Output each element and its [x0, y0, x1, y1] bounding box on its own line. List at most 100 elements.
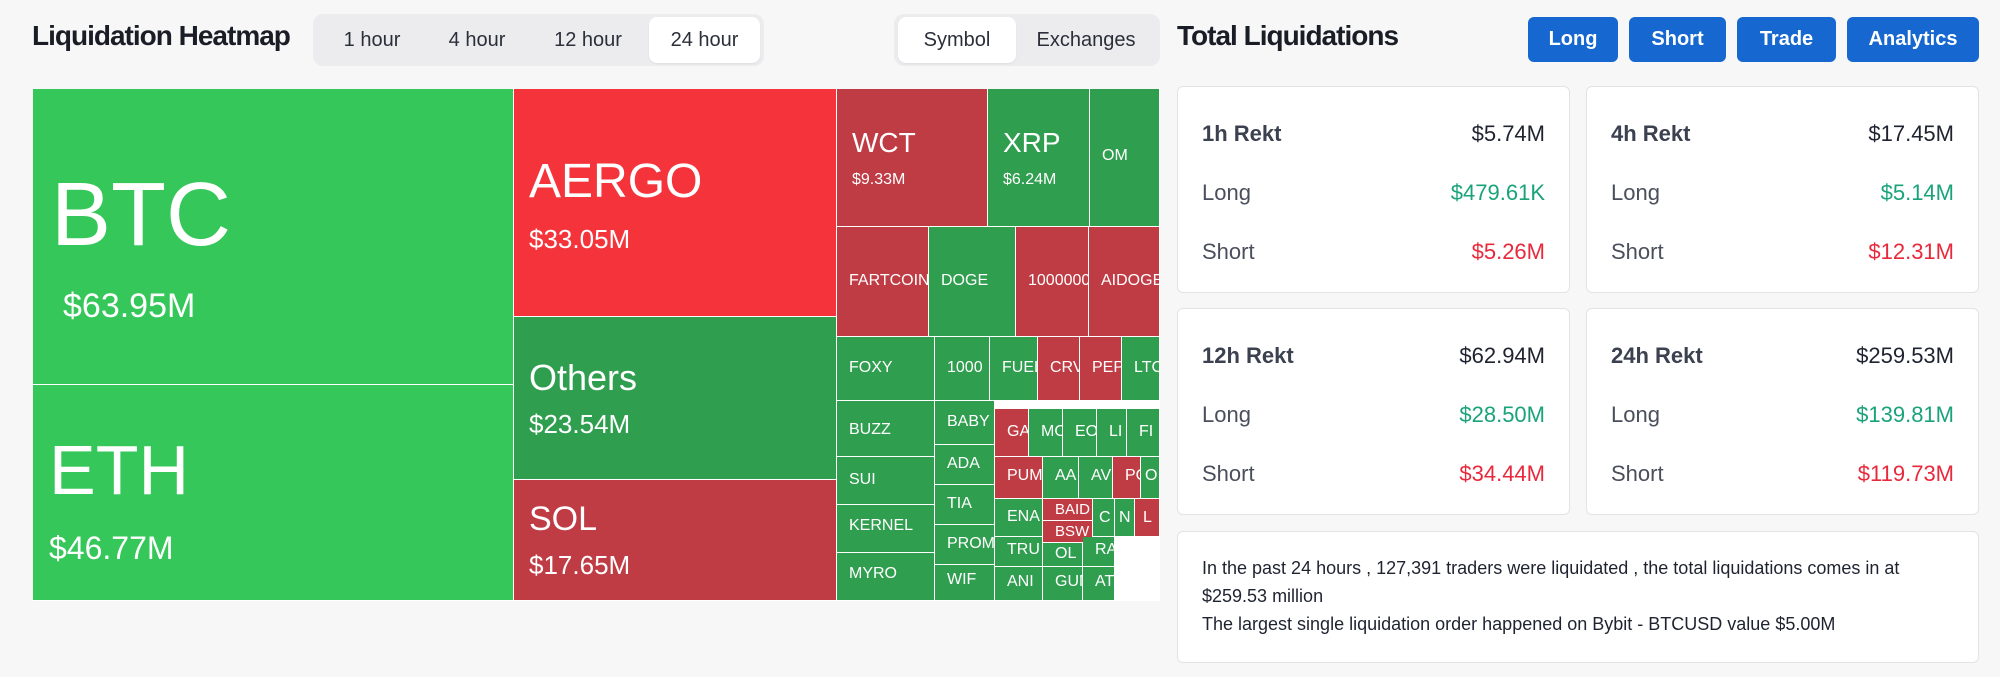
heatmap-tile-at[interactable]: AT — [1083, 567, 1115, 601]
heatmap-tile-btc[interactable]: BTC $63.95M — [33, 89, 514, 385]
heatmap-tile-fi[interactable]: FI — [1127, 409, 1160, 457]
short-label: Short — [1611, 461, 1664, 486]
heatmap-tile-av[interactable]: AV — [1079, 457, 1113, 499]
heatmap-tile-baby[interactable]: BABY — [935, 401, 995, 445]
tile-symbol: FUEL — [1002, 359, 1037, 376]
tile-symbol: DOGE — [941, 272, 989, 289]
heatmap-tile-ada[interactable]: ADA — [935, 445, 995, 485]
heatmap-tile-ga[interactable]: GA — [995, 409, 1029, 457]
tile-symbol: OM — [1102, 147, 1128, 164]
tile-symbol: SUI — [849, 471, 876, 488]
short-value: $12.31M — [1868, 239, 1954, 264]
heatmap-tile-wif[interactable]: WIF — [935, 565, 995, 601]
heatmap-tile-aergo[interactable]: AERGO $33.05M — [514, 89, 837, 317]
tab-12-hour[interactable]: 12 hour — [554, 28, 622, 51]
heatmap-tile-ol[interactable]: OL — [1043, 543, 1083, 567]
tile-symbol: FARTCOIN — [849, 272, 929, 289]
heatmap-tile-foxy[interactable]: FOXY — [837, 337, 935, 401]
short-value: $5.26M — [1471, 239, 1545, 264]
heatmap-tile-kernel[interactable]: KERNEL — [837, 505, 935, 553]
tile-value: $46.77M — [49, 530, 174, 566]
heatmap-tile-baid[interactable]: BAID — [1043, 499, 1093, 521]
tile-symbol: FOXY — [849, 359, 893, 376]
tile-symbol: MO — [1041, 423, 1062, 440]
heatmap-tile-po[interactable]: PO — [1113, 457, 1141, 499]
tile-symbol: PUM — [1007, 467, 1043, 484]
heatmap-tile-c[interactable]: C — [1093, 499, 1115, 537]
heatmap-tile-ltc[interactable]: LTC — [1122, 337, 1160, 401]
long-label: Long — [1202, 180, 1251, 205]
heatmap-tile-buzz[interactable]: BUZZ — [837, 401, 935, 457]
heatmap-tile-mo[interactable]: MO — [1029, 409, 1063, 457]
tile-symbol: BABY — [947, 413, 990, 430]
heatmap-tile-li[interactable]: LI — [1097, 409, 1127, 457]
tile-symbol: RA — [1095, 541, 1114, 558]
heatmap-tile-l[interactable]: L — [1135, 499, 1160, 537]
heatmap-tile-bsw[interactable]: BSW — [1043, 521, 1093, 543]
heatmap-tile-n[interactable]: N — [1115, 499, 1135, 537]
tab-24-hour[interactable]: 24 hour — [649, 17, 760, 63]
analytics-button[interactable]: Analytics — [1847, 17, 1979, 62]
heatmap-tile-o[interactable]: O — [1141, 457, 1160, 499]
heatmap-tile-doge[interactable]: DOGE — [929, 227, 1016, 337]
heatmap-tile-prom[interactable]: PROM — [935, 525, 995, 565]
tile-symbol: XRP — [1003, 127, 1061, 158]
heatmap-tile-sol[interactable]: SOL $17.65M — [514, 480, 837, 601]
tab-1-hour[interactable]: 1 hour — [343, 28, 401, 51]
heatmap-tile-om[interactable]: OM — [1090, 89, 1160, 227]
heatmap-tile-xrp[interactable]: XRP $6.24M — [988, 89, 1090, 227]
short-button[interactable]: Short — [1629, 17, 1726, 62]
liquidation-heatmap: BTC $63.95M ETH $46.77M AERGO $33.05M Others $2… — [33, 89, 1160, 601]
summary-line-1: In the past 24 hours , 127,391 traders w… — [1202, 558, 1900, 606]
heatmap-tile-sui[interactable]: SUI — [837, 457, 935, 505]
heatmap-tile-ena[interactable]: ENA — [995, 499, 1043, 537]
long-label: Long — [1202, 402, 1251, 427]
card-title: 24h Rekt — [1611, 343, 1703, 368]
tile-symbol: EO — [1075, 423, 1097, 440]
tile-symbol: PROM — [947, 535, 995, 552]
tile-symbol: PEPE — [1092, 359, 1121, 376]
heatmap-tile-ra[interactable]: RA — [1083, 537, 1115, 567]
heatmap-tile-eth[interactable]: ETH $46.77M — [33, 385, 514, 601]
heatmap-tile-ani[interactable]: ANI — [995, 567, 1043, 601]
heatmap-tile-myro[interactable]: MYRO — [837, 553, 935, 601]
rekt-card-4h: 4h Rekt $17.45M Long $5.14M Short $12.31M — [1586, 86, 1979, 293]
heatmap-tile-fuel[interactable]: FUEL — [990, 337, 1038, 401]
trade-button[interactable]: Trade — [1737, 17, 1836, 62]
tile-symbol: BUZZ — [849, 421, 891, 438]
liquidation-summary: In the past 24 hours , 127,391 traders w… — [1177, 531, 1979, 663]
heatmap-tile-tru[interactable]: TRU — [995, 537, 1043, 567]
tile-symbol: LI — [1109, 423, 1123, 440]
heatmap-tile-pum[interactable]: PUM — [995, 457, 1043, 499]
tile-symbol: TRU — [1007, 541, 1040, 558]
heatmap-tile-aidoge[interactable]: AIDOGE — [1089, 227, 1160, 337]
tile-value: $33.05M — [529, 224, 631, 254]
heatmap-tile-fartcoin[interactable]: FARTCOIN — [837, 227, 929, 337]
heatmap-tile-tia[interactable]: TIA — [935, 485, 995, 525]
tile-symbol: AT — [1095, 573, 1115, 590]
heatmap-tile-pepe[interactable]: PEPE — [1080, 337, 1122, 401]
long-value: $139.81M — [1856, 402, 1954, 427]
heatmap-tile-eo[interactable]: EO — [1063, 409, 1097, 457]
tile-symbol: AA — [1055, 467, 1077, 484]
short-value: $34.44M — [1459, 461, 1545, 486]
tile-symbol: KERNEL — [849, 517, 914, 534]
tile-symbol: 1000000 — [1028, 272, 1089, 289]
tile-symbol: PO — [1125, 467, 1140, 484]
rekt-card-1h: 1h Rekt $5.74M Long $479.61K Short $5.26M — [1177, 86, 1570, 293]
tile-symbol: SOL — [529, 500, 598, 538]
tile-symbol: Others — [529, 357, 638, 398]
heatmap-tile-aa[interactable]: AA — [1043, 457, 1079, 499]
heatmap-tile-1000[interactable]: 1000 — [935, 337, 990, 401]
heatmap-tile-others[interactable]: Others $23.54M — [514, 317, 837, 480]
heatmap-tile-crv[interactable]: CRV — [1038, 337, 1080, 401]
tile-symbol: AERGO — [529, 155, 703, 208]
heatmap-tile-gun[interactable]: GUN — [1043, 567, 1083, 601]
tile-symbol: WIF — [947, 571, 977, 588]
long-button[interactable]: Long — [1528, 17, 1618, 62]
heatmap-tile-wct[interactable]: WCT $9.33M — [837, 89, 988, 227]
heatmap-tile-1000000[interactable]: 1000000 — [1016, 227, 1089, 337]
tab-exchanges[interactable]: Exchanges — [1036, 28, 1136, 51]
tab-symbol[interactable]: Symbol — [898, 17, 1016, 63]
tab-4-hour[interactable]: 4 hour — [448, 28, 506, 51]
